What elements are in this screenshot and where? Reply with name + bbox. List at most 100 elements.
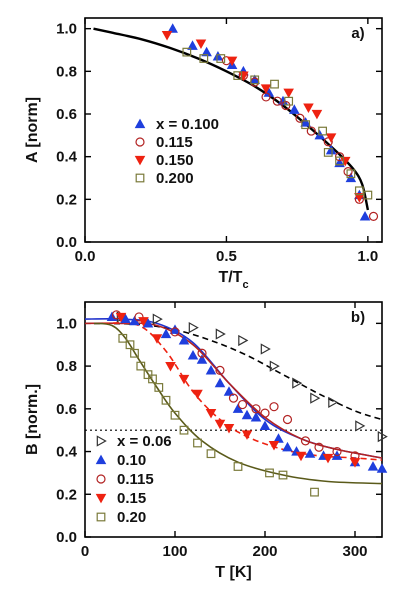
legend-label: 0.15 — [117, 490, 146, 507]
data-point — [303, 103, 314, 114]
data-point — [170, 410, 180, 420]
data-point — [214, 377, 226, 388]
data-point — [368, 211, 379, 221]
x-tick-label: 0 — [81, 543, 89, 560]
data-point — [115, 312, 127, 323]
data-point — [304, 448, 316, 458]
data-point — [187, 40, 198, 50]
legend-label: 0.10 — [117, 452, 146, 469]
data-point — [354, 193, 365, 203]
y-tick-label: 1.0 — [56, 315, 77, 332]
legend-marker — [135, 137, 145, 147]
data-point — [278, 470, 288, 480]
plot-frame — [84, 17, 383, 243]
data-point — [233, 462, 243, 471]
y-tick-label: 0.6 — [56, 106, 77, 123]
legend-label: 0.200 — [156, 170, 194, 187]
data-point — [193, 438, 202, 448]
data-point — [300, 117, 311, 127]
data-point — [192, 389, 203, 400]
data-point — [223, 386, 235, 396]
data-point — [226, 56, 238, 67]
data-point — [130, 348, 139, 358]
legend-marker — [96, 512, 106, 522]
data-point — [136, 361, 146, 371]
fit-curve — [93, 27, 370, 211]
data-point — [167, 23, 178, 33]
data-point — [118, 333, 128, 343]
data-point — [376, 463, 388, 473]
panel-label: b) — [351, 309, 365, 326]
panel-b: 0 100 200 300 0.0 0.2 0.4 0.6 0.8 1.0 T [K] B [norm… — [24, 301, 388, 581]
data-point — [269, 360, 280, 372]
data-point — [268, 441, 280, 451]
y-tick-label: 0.4 — [56, 149, 78, 166]
data-point — [282, 414, 293, 425]
y-tick-label: 0.2 — [56, 486, 77, 503]
data-point — [233, 71, 243, 81]
data-point — [310, 487, 319, 497]
x-tick-label: 200 — [252, 543, 277, 560]
y-tick-label: 0.6 — [56, 401, 77, 418]
x-tick-label: 0.5 — [216, 248, 237, 265]
data-point — [260, 84, 272, 94]
series-points — [182, 47, 373, 200]
legend-marker — [134, 155, 146, 166]
data-point — [216, 54, 226, 63]
data-point — [179, 425, 189, 435]
y-tick-label: 0.8 — [56, 63, 77, 80]
data-point — [359, 210, 371, 221]
y-tick-label: 0.8 — [56, 358, 77, 375]
data-point — [154, 383, 164, 392]
data-point — [260, 343, 271, 355]
x-tick-label: 1.0 — [357, 248, 378, 265]
data-point — [201, 46, 212, 57]
data-point — [178, 374, 190, 385]
data-point — [311, 109, 323, 120]
x-axis-label-subscript: c — [242, 279, 248, 291]
legend-label: x = 0.100 — [156, 116, 219, 133]
data-point — [241, 409, 253, 420]
data-point — [241, 430, 253, 440]
data-point — [323, 148, 333, 157]
data-point — [197, 348, 207, 358]
data-point — [134, 312, 144, 322]
legend-label: 0.20 — [117, 509, 146, 526]
data-point — [325, 133, 337, 143]
data-point — [215, 365, 225, 375]
data-point — [346, 169, 356, 179]
data-point — [161, 395, 171, 405]
data-point — [205, 364, 217, 375]
legend-label: 0.150 — [156, 152, 194, 169]
data-point — [223, 423, 235, 434]
y-axis-label: A [norm] — [24, 97, 41, 163]
legend-marker — [96, 435, 107, 447]
data-point — [295, 451, 307, 462]
data-point — [259, 420, 271, 430]
data-point — [152, 313, 163, 325]
data-point — [151, 334, 163, 344]
data-point — [295, 113, 305, 123]
data-point — [354, 186, 364, 196]
x-axis-label: T [K] — [215, 564, 251, 581]
x-tick-label: 0.0 — [75, 248, 96, 265]
data-point — [196, 354, 208, 364]
data-point — [363, 190, 373, 200]
data-point — [269, 402, 279, 412]
data-point — [238, 334, 249, 347]
legend-label: 0.115 — [156, 134, 193, 151]
data-point — [165, 362, 176, 372]
data-point — [148, 374, 157, 384]
legend-marker — [135, 173, 145, 183]
legend-marker — [96, 474, 106, 484]
data-point — [160, 328, 172, 339]
data-point — [355, 420, 366, 432]
data-point — [367, 461, 379, 471]
data-point — [250, 411, 262, 422]
data-point — [106, 311, 118, 322]
plot-frame — [84, 301, 383, 538]
legend-marker — [95, 454, 107, 465]
data-point — [206, 449, 216, 459]
